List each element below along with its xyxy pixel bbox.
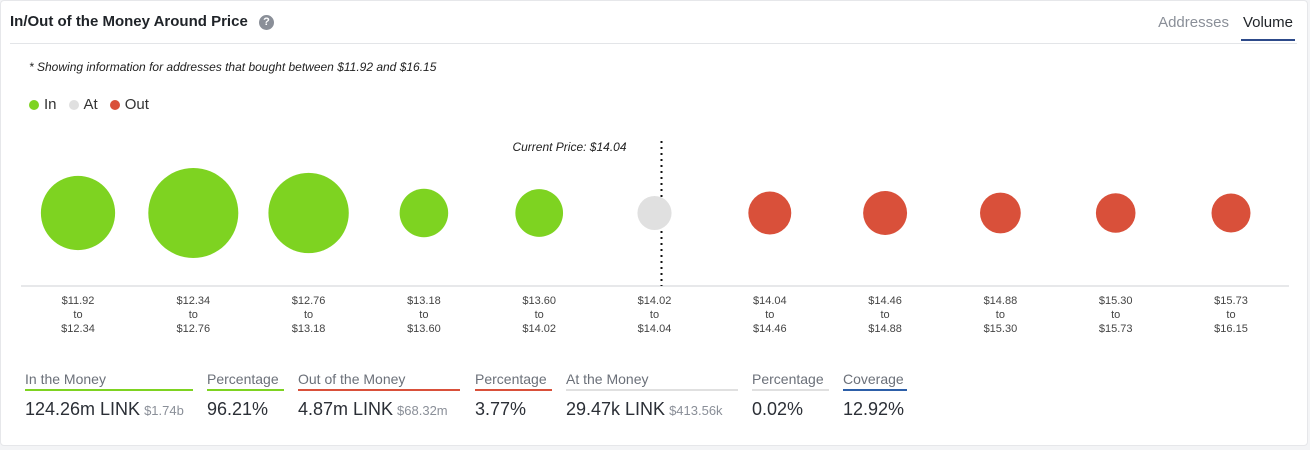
x-tick-label: $15.73 — [1099, 323, 1133, 335]
card-title: In/Out of the Money Around Price — [10, 13, 248, 30]
tab-volume[interactable]: Volume — [1240, 14, 1295, 41]
at-money-amount: 29.47k LINK — [566, 399, 666, 419]
view-tabs: Addresses Volume — [1156, 14, 1295, 41]
x-tick-label: $14.88 — [984, 295, 1018, 307]
out-money-label: Out of the Money — [298, 371, 460, 391]
bubble-out — [863, 191, 908, 235]
at-pct-value: 0.02% — [752, 399, 804, 419]
at-pct-label: Percentage — [752, 371, 829, 391]
at-money-value: 29.47k LINK $413.56k — [566, 399, 738, 420]
x-tick-label: $14.46 — [868, 295, 902, 307]
bubble-out — [980, 192, 1021, 234]
x-tick-label: $14.46 — [753, 323, 787, 335]
x-tick-label: to — [419, 309, 428, 321]
current-price-label: Current Price: $14.04 — [512, 140, 626, 154]
x-tick-label: $14.88 — [868, 323, 902, 335]
legend-item-out[interactable]: Out — [109, 96, 149, 113]
x-tick-label: to — [73, 309, 82, 321]
x-tick-label: $15.30 — [1099, 295, 1133, 307]
in-pct-label: Percentage — [207, 371, 284, 391]
legend-label-at: At — [83, 96, 98, 113]
bubble-chart: Current Price: $14.04 $11.92 to $12.34 $12.3… — [21, 140, 1289, 335]
x-tick-label: $13.18 — [292, 323, 326, 335]
summary-in-money: In the Money 124.26m LINK $1.74b — [25, 371, 193, 420]
range-note: * Showing information for addresses that… — [29, 60, 437, 74]
x-tick-label: $12.34 — [61, 323, 95, 335]
x-tick-label: $15.73 — [1214, 295, 1248, 307]
x-tick-label: $12.76 — [176, 323, 210, 335]
x-tick-label: $13.60 — [522, 295, 556, 307]
bubble-in — [268, 172, 349, 254]
x-tick-label: $14.02 — [522, 323, 556, 335]
summary-out-money: Out of the Money 4.87m LINK $68.32m — [298, 371, 460, 420]
in-money-usd: $1.74b — [144, 403, 184, 418]
in-money-amount: 124.26m LINK — [25, 399, 141, 419]
x-tick-label: to — [1111, 309, 1120, 321]
legend-label-in: In — [44, 96, 57, 113]
coverage-value: 12.92% — [843, 399, 905, 419]
coverage-label: Coverage — [843, 371, 907, 391]
x-tick-label: to — [765, 309, 774, 321]
legend-label-out: Out — [124, 96, 149, 113]
bubble-in — [399, 188, 449, 238]
x-tick-label: to — [1226, 309, 1235, 321]
x-tick-label: to — [304, 309, 313, 321]
in-pct-value: 96.21% — [207, 399, 269, 419]
legend-dot-at — [68, 99, 79, 110]
out-money-usd: $68.32m — [397, 403, 448, 418]
x-tick-label: to — [189, 309, 198, 321]
x-tick-label: $15.30 — [984, 323, 1018, 335]
bubble-in — [40, 175, 116, 251]
x-tick-label: $14.04 — [638, 323, 672, 335]
bubble-in — [515, 189, 564, 237]
bubble-out — [1211, 193, 1251, 233]
out-pct-value: 3.77% — [475, 399, 527, 419]
header-divider — [10, 43, 1297, 44]
out-money-amount: 4.87m LINK — [298, 399, 394, 419]
in-money-value: 124.26m LINK $1.74b — [25, 399, 193, 420]
x-tick-label: to — [535, 309, 544, 321]
x-tick-label: $11.92 — [62, 295, 95, 307]
tab-addresses[interactable]: Addresses — [1158, 14, 1229, 31]
x-tick-label: $16.15 — [1214, 323, 1248, 335]
legend-dot-out — [109, 99, 120, 110]
legend-item-at[interactable]: At — [68, 96, 98, 113]
x-tick-label: $12.34 — [176, 295, 210, 307]
bubble-at — [637, 195, 672, 231]
bubble-in — [148, 168, 239, 258]
x-tick-label: $14.02 — [638, 295, 672, 307]
x-tick-label: to — [650, 309, 659, 321]
help-icon[interactable]: ? — [259, 15, 274, 30]
in-money-label: In the Money — [25, 371, 193, 391]
summary-at-money: At the Money 29.47k LINK $413.56k — [566, 371, 738, 420]
legend-item-in[interactable]: In — [29, 96, 57, 113]
x-tick-label: $13.60 — [407, 323, 441, 335]
at-money-label: At the Money — [566, 371, 738, 391]
x-tick-label: $12.76 — [292, 295, 326, 307]
x-tick-label: to — [996, 309, 1005, 321]
x-tick-label: $14.04 — [753, 295, 787, 307]
bubble-out — [748, 191, 792, 235]
bubble-out — [1095, 193, 1136, 233]
legend-dot-in — [29, 99, 39, 110]
summary-coverage: Coverage 12.92% — [843, 371, 907, 420]
out-pct-label: Percentage — [475, 371, 552, 391]
out-money-value: 4.87m LINK $68.32m — [298, 399, 460, 420]
legend: In At Out — [29, 96, 149, 113]
x-tick-label: $13.18 — [407, 295, 441, 307]
at-money-usd: $413.56k — [669, 403, 723, 418]
summary-out-pct: Percentage 3.77% — [475, 371, 552, 420]
summary-at-pct: Percentage 0.02% — [752, 371, 829, 420]
x-tick-label: to — [881, 309, 890, 321]
summary-in-pct: Percentage 96.21% — [207, 371, 284, 420]
